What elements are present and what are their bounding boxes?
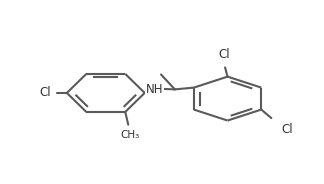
Text: NH: NH bbox=[146, 83, 164, 96]
Text: Cl: Cl bbox=[281, 123, 293, 136]
Text: CH₃: CH₃ bbox=[120, 130, 139, 140]
Text: Cl: Cl bbox=[40, 86, 51, 99]
Text: Cl: Cl bbox=[219, 48, 230, 61]
